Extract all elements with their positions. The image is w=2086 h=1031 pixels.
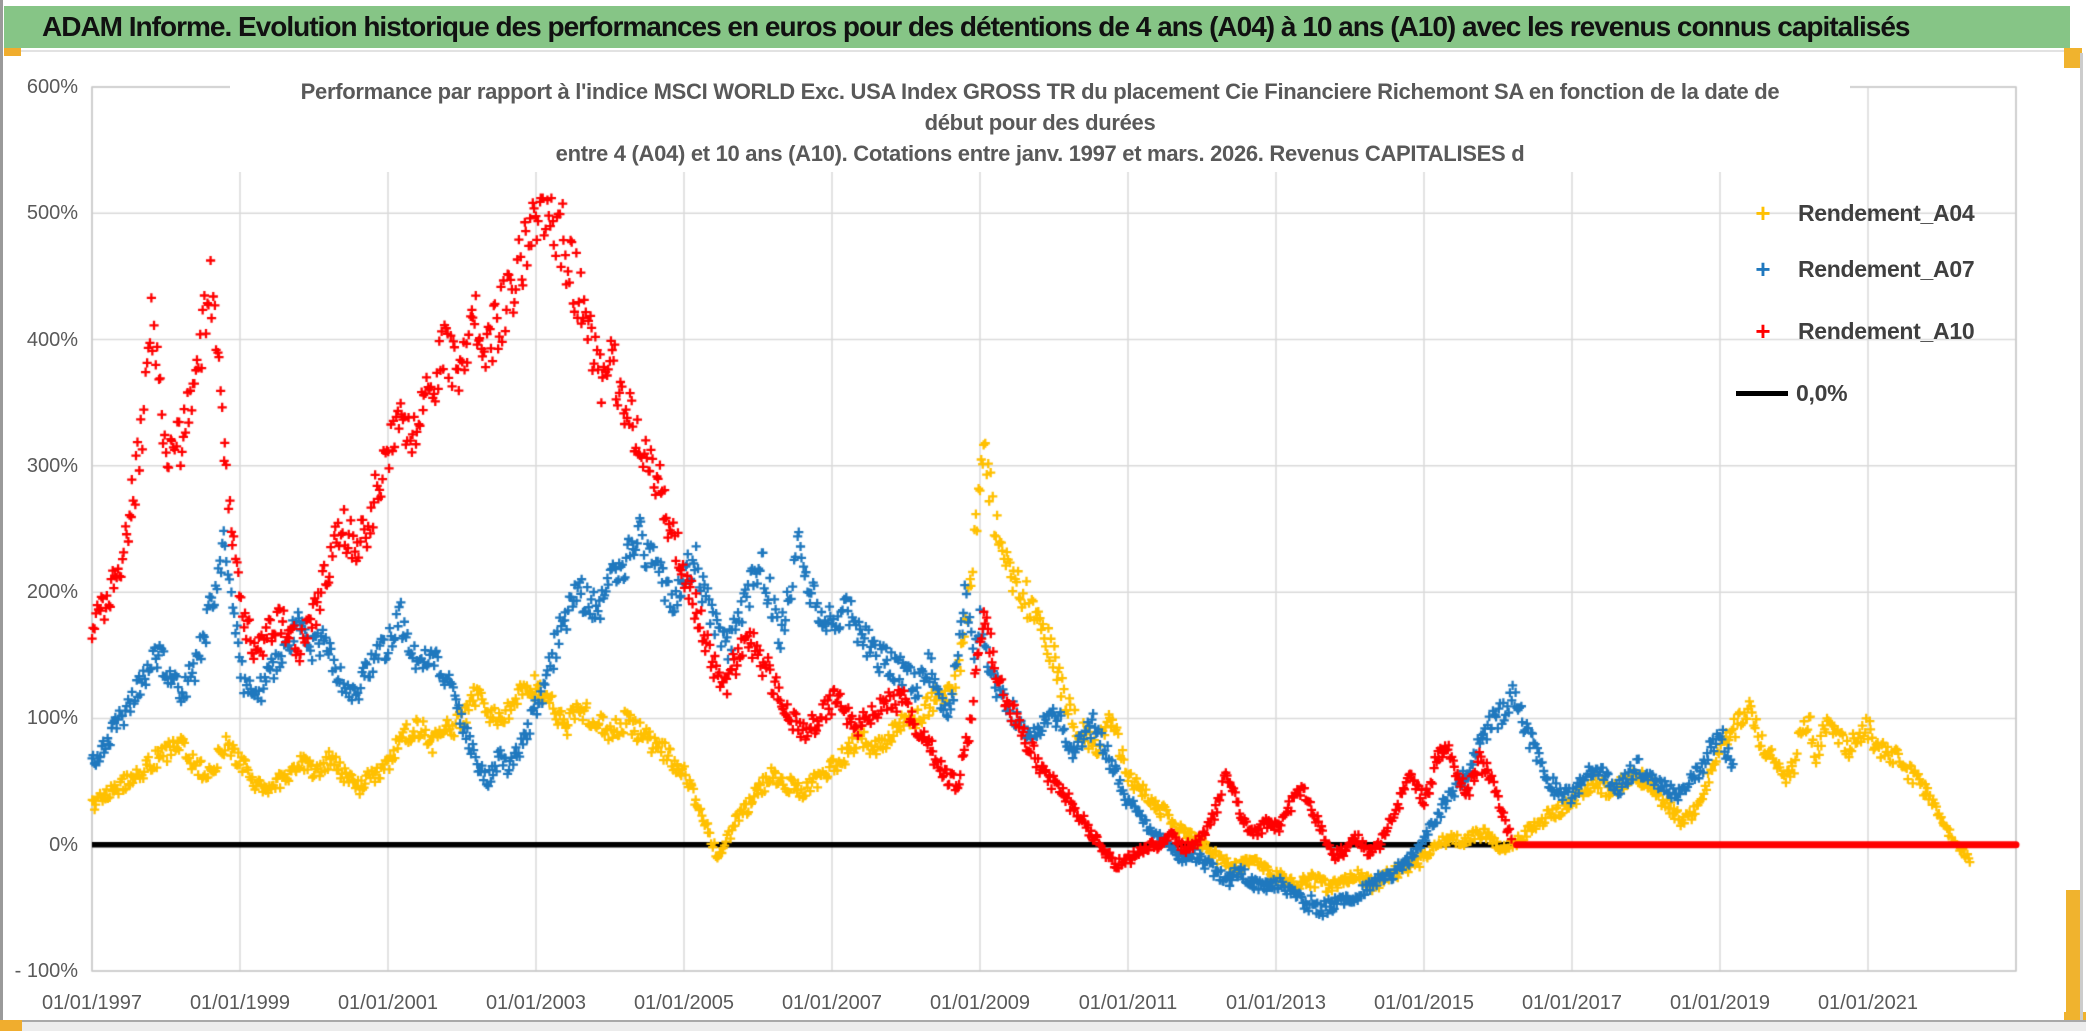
y-tick-label: - 100% — [14, 960, 78, 982]
legend-label: 0,0% — [1796, 379, 1848, 406]
x-tick-label: 01/01/1999 — [189, 992, 291, 1014]
y-tick-label: 100% — [26, 707, 78, 730]
legend-label: Rendement_A04 — [1798, 199, 1975, 226]
legend-item-rendement-a04[interactable]: + Rendement_A04 — [1736, 196, 2056, 230]
legend-plus-marker: + — [1755, 315, 1771, 346]
y-tick-label: 500% — [26, 202, 78, 225]
chart-title: Performance par rapport à l'indice MSCI … — [230, 76, 1850, 172]
x-tick-label: 01/01/2001 — [337, 992, 439, 1014]
legend-plus-marker: + — [1755, 253, 1771, 284]
x-tick-label: 01/01/2005 — [633, 992, 735, 1014]
x-tick-label: 01/01/2015 — [1373, 992, 1475, 1014]
x-tick-label: 01/01/2019 — [1669, 992, 1771, 1014]
chart-title-line-1: Performance par rapport à l'indice MSCI … — [300, 79, 1780, 104]
x-tick-label: 01/01/2003 — [485, 992, 587, 1014]
legend-zero-line-swatch — [1736, 390, 1788, 396]
legend-label: Rendement_A07 — [1798, 255, 1975, 282]
x-tick-label: 01/01/2011 — [1078, 992, 1178, 1014]
x-tick-label: 01/01/2009 — [929, 992, 1031, 1014]
y-tick-label: 400% — [26, 328, 78, 351]
x-tick-label: 01/01/2021 — [1817, 992, 1919, 1014]
legend-label: Rendement_A10 — [1798, 317, 1975, 344]
x-tick-label: 01/01/2017 — [1521, 992, 1623, 1014]
legend-item-rendement-a10[interactable]: + Rendement_A10 — [1736, 314, 2056, 348]
y-tick-label: 0% — [49, 833, 78, 856]
x-tick-label: 01/01/2007 — [781, 992, 883, 1014]
y-tick-label: 300% — [26, 454, 78, 477]
x-tick-label: 01/01/1997 — [41, 992, 143, 1014]
legend-item-0-0-[interactable]: 0,0% — [1736, 376, 2056, 410]
legend-item-rendement-a07[interactable]: + Rendement_A07 — [1736, 252, 2056, 286]
x-tick-label: 01/01/2013 — [1225, 992, 1327, 1014]
y-tick-label: 200% — [26, 581, 78, 604]
y-tick-label: 600% — [26, 76, 78, 98]
chart-title-line-3: entre 4 (A04) et 10 ans (A10). Cotations… — [555, 141, 1525, 166]
legend-plus-marker: + — [1755, 197, 1771, 228]
chart-title-line-2: début pour des durées — [924, 110, 1156, 135]
